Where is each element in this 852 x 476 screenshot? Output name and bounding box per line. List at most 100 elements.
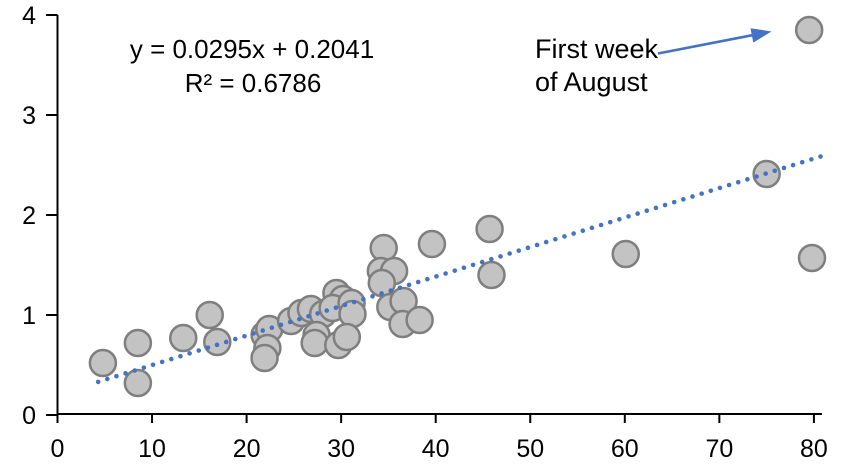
data-point	[203, 327, 232, 357]
data-point	[250, 343, 279, 373]
data-point	[88, 348, 118, 378]
data-point	[332, 322, 362, 352]
trendline-dot	[607, 219, 613, 225]
y-tick-label: 2	[22, 202, 36, 230]
x-tick-label: 80	[800, 435, 828, 463]
trendline-dot	[644, 208, 650, 214]
trendline-dot	[415, 279, 421, 285]
trendline-dot	[205, 345, 211, 350]
trendline-dot	[178, 353, 183, 359]
trendline-dot	[242, 333, 247, 339]
trendline-dot	[370, 294, 375, 299]
trendline-dot	[351, 299, 357, 305]
y-tick-label: 3	[22, 102, 36, 130]
data-point	[417, 229, 447, 259]
x-tick-label: 50	[516, 435, 544, 463]
trendline-dot	[562, 234, 567, 239]
trendline-dot	[598, 222, 604, 228]
trendline-dot	[571, 231, 576, 236]
trendline-dot	[690, 194, 695, 199]
trendline-dot	[434, 274, 439, 279]
data-points	[88, 15, 827, 398]
data-point	[169, 323, 198, 353]
trendline-dot	[169, 356, 174, 362]
data-point	[611, 239, 640, 269]
y-tick-label: 4	[22, 2, 36, 30]
trendline-dot	[287, 319, 293, 325]
trendline-dot	[187, 351, 192, 356]
trendline-dot	[635, 211, 640, 216]
trendline-dot	[123, 371, 128, 376]
trendline-dot	[141, 365, 147, 370]
data-point	[123, 328, 153, 358]
data-point	[123, 368, 153, 398]
trendline-dot	[754, 174, 759, 179]
trendline-dot	[425, 276, 430, 282]
trendline-dot	[452, 268, 458, 273]
annotation-text-line1: First week	[535, 34, 659, 64]
trendline-r-squared: R² = 0.6786	[185, 68, 322, 98]
trendline-dots	[95, 154, 823, 385]
trendline-dot	[333, 305, 339, 311]
trendline-dot	[717, 185, 723, 191]
trendline-dot	[443, 271, 448, 276]
trendline-dot	[479, 259, 485, 265]
trendline-dot	[662, 202, 668, 208]
data-point	[477, 260, 506, 290]
trendline-equation: y = 0.0295x + 0.2041	[130, 34, 374, 64]
trendline-dot	[735, 179, 741, 185]
trendline-dot	[251, 331, 256, 336]
x-tick-label: 20	[233, 435, 261, 463]
y-axis: 0 1 2 3 4	[22, 2, 59, 430]
trendline-dot	[150, 362, 156, 368]
trendline-dot	[397, 285, 403, 291]
trendline-dot	[671, 199, 677, 205]
x-tick-label: 60	[611, 435, 639, 463]
trendline-dot	[708, 188, 714, 194]
data-point	[195, 300, 224, 330]
trendline-dot	[589, 225, 595, 231]
annotation-arrow	[657, 28, 772, 55]
trendline-dot	[543, 239, 549, 245]
trendline-dot	[196, 348, 202, 353]
trendline-dot	[461, 265, 467, 271]
trendline-dot	[132, 368, 138, 373]
data-point	[797, 243, 827, 273]
y-tick-label: 1	[22, 302, 36, 330]
trendline-dot	[379, 291, 384, 296]
trendline-dot	[342, 302, 348, 308]
trendline-dot	[580, 228, 586, 234]
trendline-dot	[799, 159, 805, 165]
trendline-dot	[269, 325, 275, 330]
x-tick-label: 0	[51, 435, 65, 463]
trendline-dot	[306, 313, 311, 319]
data-point	[300, 328, 329, 358]
x-tick-label: 70	[705, 435, 733, 463]
trendline-dot	[214, 342, 220, 348]
x-tick-label: 30	[327, 435, 355, 463]
trendline-dot	[315, 311, 320, 316]
data-point	[405, 305, 434, 335]
trendline-dot	[553, 236, 558, 242]
trendline-dot	[516, 248, 522, 253]
trendline-dot	[507, 251, 512, 256]
trendline-dot	[470, 262, 476, 268]
trendline-dot	[260, 328, 266, 333]
trendline-dot	[361, 296, 366, 302]
trendline-dot	[324, 308, 330, 313]
trendline-dot	[278, 322, 284, 328]
trendline-dot	[223, 339, 229, 345]
trendline-dot	[726, 182, 732, 188]
trendline-dot	[388, 288, 394, 293]
x-axis: 0 10 20 30 40 50 60 70 80	[51, 413, 828, 463]
y-tick-label: 0	[22, 402, 36, 430]
trendline-dot	[699, 191, 704, 196]
trendline-dot	[297, 316, 302, 322]
x-tick-label: 40	[422, 435, 450, 463]
trendline-dot	[763, 171, 768, 176]
trendline-dot	[809, 157, 814, 162]
trendline-dot	[818, 154, 823, 159]
trendline-dot	[105, 376, 110, 382]
